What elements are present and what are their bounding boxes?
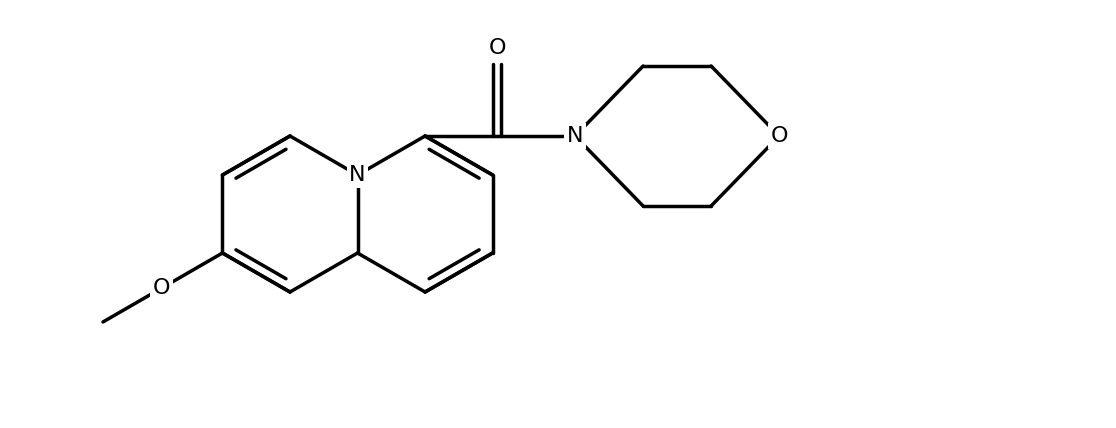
Text: N: N [349, 165, 366, 185]
Text: O: O [489, 38, 506, 58]
Text: O: O [770, 126, 788, 146]
Text: N: N [567, 126, 584, 146]
Text: O: O [153, 278, 171, 298]
